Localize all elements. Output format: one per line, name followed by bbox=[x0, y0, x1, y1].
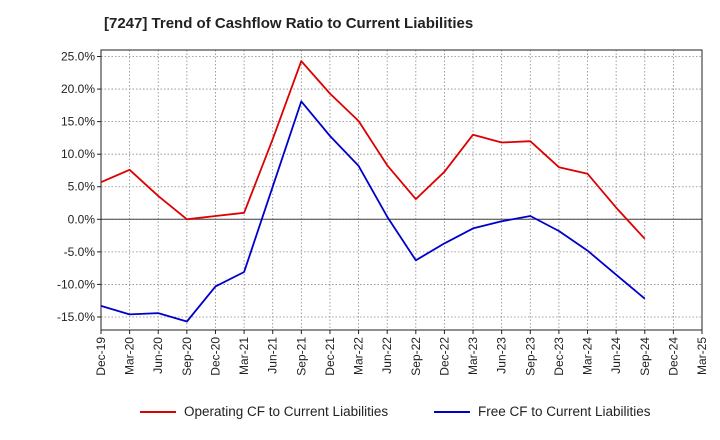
x-tick-label: Jun-22 bbox=[380, 337, 394, 374]
x-tick-label: Sep-20 bbox=[180, 337, 194, 376]
series-line-1 bbox=[100, 60, 646, 240]
plot-area bbox=[101, 50, 702, 330]
legend-item-2: Free CF to Current Liabilities bbox=[434, 404, 651, 419]
x-tick-label: Dec-21 bbox=[323, 337, 337, 376]
x-tick-label: Sep-21 bbox=[294, 337, 308, 376]
x-tick-label: Sep-22 bbox=[409, 337, 423, 376]
y-tick-label: 0.0% bbox=[68, 212, 96, 226]
x-tick-label: Jun-21 bbox=[266, 337, 280, 374]
y-tick-label: -5.0% bbox=[64, 245, 96, 259]
x-tick-label: Sep-24 bbox=[638, 337, 652, 376]
x-tick-label: Mar-22 bbox=[352, 337, 366, 375]
series-line-2 bbox=[100, 100, 646, 323]
y-tick-label: -10.0% bbox=[57, 277, 95, 291]
y-tick-label: 20.0% bbox=[61, 82, 95, 96]
x-tick-label: Mar-21 bbox=[237, 337, 251, 375]
x-tick-label: Mar-23 bbox=[466, 337, 480, 375]
legend-swatch bbox=[140, 410, 176, 413]
x-tick-label: Mar-24 bbox=[581, 337, 595, 375]
y-tick-label: 25.0% bbox=[61, 50, 95, 64]
legend-label: Operating CF to Current Liabilities bbox=[184, 404, 389, 419]
legend-item-1: Operating CF to Current Liabilities bbox=[140, 404, 388, 419]
x-tick-label: Mar-25 bbox=[695, 337, 709, 375]
x-tick-label: Sep-23 bbox=[523, 337, 537, 376]
x-tick-label: Mar-20 bbox=[123, 337, 137, 375]
x-tick-label: Jun-23 bbox=[495, 337, 509, 374]
x-tick-label: Dec-20 bbox=[208, 337, 222, 376]
plot-frame bbox=[100, 49, 703, 331]
x-tick-label: Jun-20 bbox=[151, 337, 165, 374]
y-tick-label: 10.0% bbox=[61, 147, 95, 161]
x-tick-label: Dec-24 bbox=[666, 337, 680, 376]
legend-swatch bbox=[434, 410, 470, 413]
y-tick-label: -15.0% bbox=[57, 310, 95, 324]
x-tick-label: Jun-24 bbox=[609, 337, 623, 374]
x-tick-label: Dec-23 bbox=[552, 337, 566, 376]
y-tick-label: 15.0% bbox=[61, 115, 95, 129]
legend: Operating CF to Current Liabilities Free … bbox=[0, 404, 720, 426]
y-tick-label: 5.0% bbox=[68, 180, 96, 194]
x-tick-label: Dec-19 bbox=[94, 337, 108, 376]
line-chart: 25.0% 20.0% 15.0% 10.0% 5.0% 0.0% -5.0% -10.0% -… bbox=[57, 49, 709, 376]
chart-title: [7247] Trend of Cashflow Ratio to Curren… bbox=[104, 15, 474, 32]
legend-label: Free CF to Current Liabilities bbox=[478, 404, 651, 419]
x-tick-label: Dec-22 bbox=[437, 337, 451, 376]
